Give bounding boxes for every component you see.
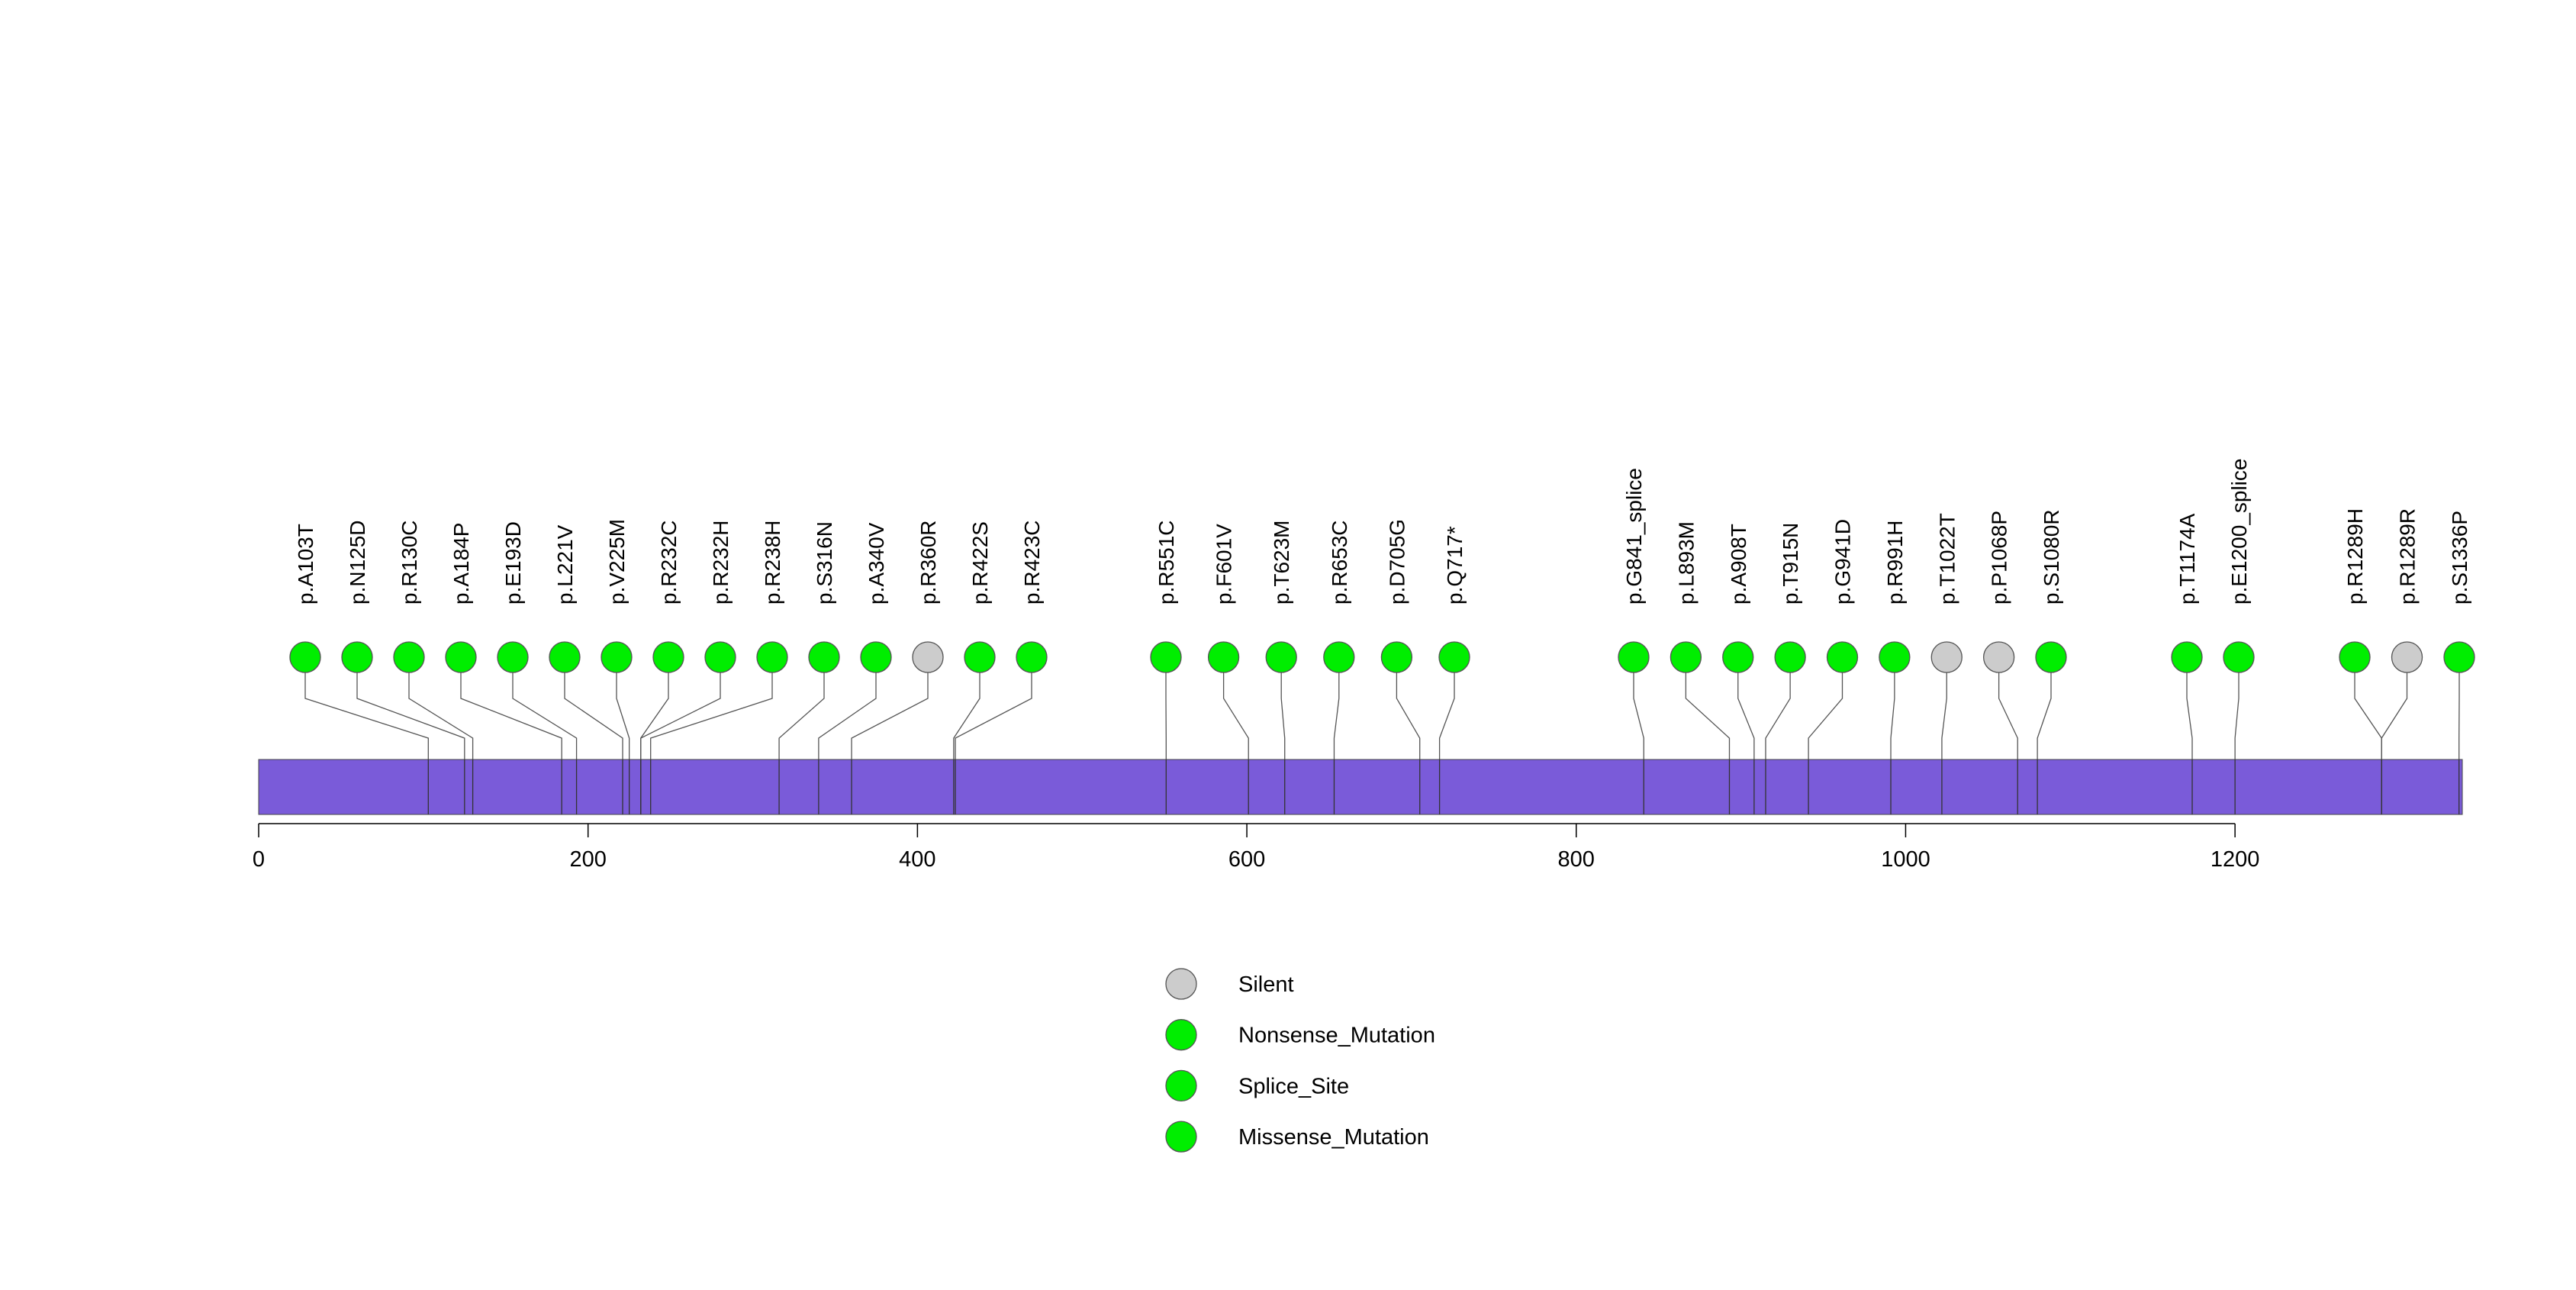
protein-domain-bar xyxy=(258,759,2463,815)
mutation-marker[interactable] xyxy=(1265,641,1297,673)
mutation-label: p.R653C xyxy=(1328,520,1351,605)
mutation-marker[interactable] xyxy=(1722,641,1754,673)
position-markers xyxy=(427,759,2460,814)
mutation-markers xyxy=(289,641,2475,673)
mutation-marker[interactable] xyxy=(1016,641,1048,673)
legend-swatch xyxy=(1165,1069,1197,1102)
mutation-marker[interactable] xyxy=(2035,641,2067,673)
mutation-marker[interactable] xyxy=(1438,641,1470,673)
mutation-label: p.F601V xyxy=(1212,524,1236,605)
mutation-marker[interactable] xyxy=(1323,641,1355,673)
legend-label: Missense_Mutation xyxy=(1238,1125,1429,1150)
mutation-label: p.D705G xyxy=(1385,519,1409,605)
mutation-label: p.T623M xyxy=(1270,521,1293,605)
mutation-label: p.R991H xyxy=(1883,520,1907,605)
mutation-label: p.V225M xyxy=(605,519,629,605)
mutation-marker[interactable] xyxy=(601,641,633,673)
mutation-marker[interactable] xyxy=(1618,641,1650,673)
mutation-label: p.R551C xyxy=(1154,520,1178,605)
mutation-marker[interactable] xyxy=(1150,641,1182,673)
mutation-marker[interactable] xyxy=(497,641,529,673)
x-axis-tick-label: 0 xyxy=(253,847,265,872)
mutation-label: p.P1068P xyxy=(1988,511,2011,605)
mutation-label: p.R422S xyxy=(968,521,992,605)
mutation-label: p.S1080R xyxy=(2040,509,2063,605)
legend-swatch xyxy=(1165,1019,1197,1051)
mutation-label: p.R232C xyxy=(657,520,681,605)
mutation-marker[interactable] xyxy=(1826,641,1859,673)
mutation-label: p.T1174A xyxy=(2175,513,2199,605)
mutation-marker[interactable] xyxy=(341,641,373,673)
mutation-labels: p.A103T p.N125D p.R130C p.A184P p.E193D p.L22… xyxy=(294,459,2471,605)
mutation-label: p.S1336P xyxy=(2448,511,2471,605)
legend-label: Nonsense_Mutation xyxy=(1238,1024,1435,1048)
mutation-label: p.T915N xyxy=(1779,523,1802,605)
mutation-marker[interactable] xyxy=(704,641,736,673)
mutation-marker[interactable] xyxy=(860,641,892,673)
mutation-marker[interactable] xyxy=(1930,641,1963,673)
mutation-label: p.T1022T xyxy=(1935,513,1959,605)
mutation-marker[interactable] xyxy=(2223,641,2255,673)
mutation-marker[interactable] xyxy=(1774,641,1806,673)
legend-label: Splice_Site xyxy=(1238,1074,1349,1098)
mutation-label: p.R232H xyxy=(709,520,733,605)
mutation-label: p.G841_splice xyxy=(1622,468,1646,605)
mutation-label: p.A184P xyxy=(449,523,473,605)
mutation-marker[interactable] xyxy=(756,641,788,673)
mutation-marker[interactable] xyxy=(2171,641,2203,673)
mutation-label: p.A908T xyxy=(1727,524,1750,605)
x-axis-tick-label: 1000 xyxy=(1881,847,1930,872)
x-axis-tick-label: 400 xyxy=(899,847,935,872)
mutation-marker[interactable] xyxy=(808,641,840,673)
mutation-marker[interactable] xyxy=(1879,641,1911,673)
legend-swatch xyxy=(1165,968,1197,1000)
mutation-marker[interactable] xyxy=(1982,641,2015,673)
x-axis-tick-label: 800 xyxy=(1558,847,1595,872)
mutation-label: p.R1289H xyxy=(2343,508,2367,605)
x-axis: 0 200 400 600 800 1000 1200 xyxy=(253,823,2260,872)
mutation-label: p.R423C xyxy=(1020,520,1044,605)
mutation-marker[interactable] xyxy=(445,641,477,673)
legend-swatch xyxy=(1165,1121,1197,1153)
x-axis-tick-label: 1200 xyxy=(2211,847,2260,872)
legend: Silent Nonsense_Mutation Splice_Site Missen… xyxy=(1165,968,1435,1153)
mutation-label: p.G941D xyxy=(1831,519,1855,605)
mutation-label: p.N125D xyxy=(346,520,369,605)
mutation-label: p.R130C xyxy=(398,520,421,605)
mutation-marker[interactable] xyxy=(2443,641,2475,673)
mutation-label: p.L221V xyxy=(553,524,577,605)
mutation-label: p.R360R xyxy=(916,520,940,605)
mutation-marker[interactable] xyxy=(1380,641,1413,673)
mutation-label: p.R1289R xyxy=(2396,508,2420,605)
x-axis-tick-label: 600 xyxy=(1228,847,1265,872)
mutation-label: p.A340V xyxy=(865,522,888,605)
mutation-marker[interactable] xyxy=(549,641,581,673)
mutation-marker[interactable] xyxy=(912,641,944,673)
mutation-label: p.L893M xyxy=(1674,521,1698,605)
x-axis-tick-label: 200 xyxy=(569,847,606,872)
legend-label: Silent xyxy=(1238,972,1294,997)
mutation-label: p.Q717* xyxy=(1443,526,1467,605)
mutation-marker[interactable] xyxy=(1207,641,1240,673)
mutation-marker[interactable] xyxy=(289,641,321,673)
mutation-label: p.R238H xyxy=(761,520,784,605)
mutation-marker[interactable] xyxy=(2339,641,2371,673)
mutation-marker[interactable] xyxy=(2391,641,2423,673)
mutation-marker[interactable] xyxy=(393,641,425,673)
mutation-marker[interactable] xyxy=(964,641,996,673)
mutation-label: p.E193D xyxy=(501,521,525,605)
mutation-label: p.S316N xyxy=(813,521,836,605)
mutation-marker[interactable] xyxy=(1670,641,1702,673)
mutation-marker[interactable] xyxy=(652,641,684,673)
mutation-label: p.E1200_splice xyxy=(2227,459,2251,605)
mutation-label: p.A103T xyxy=(294,524,317,605)
